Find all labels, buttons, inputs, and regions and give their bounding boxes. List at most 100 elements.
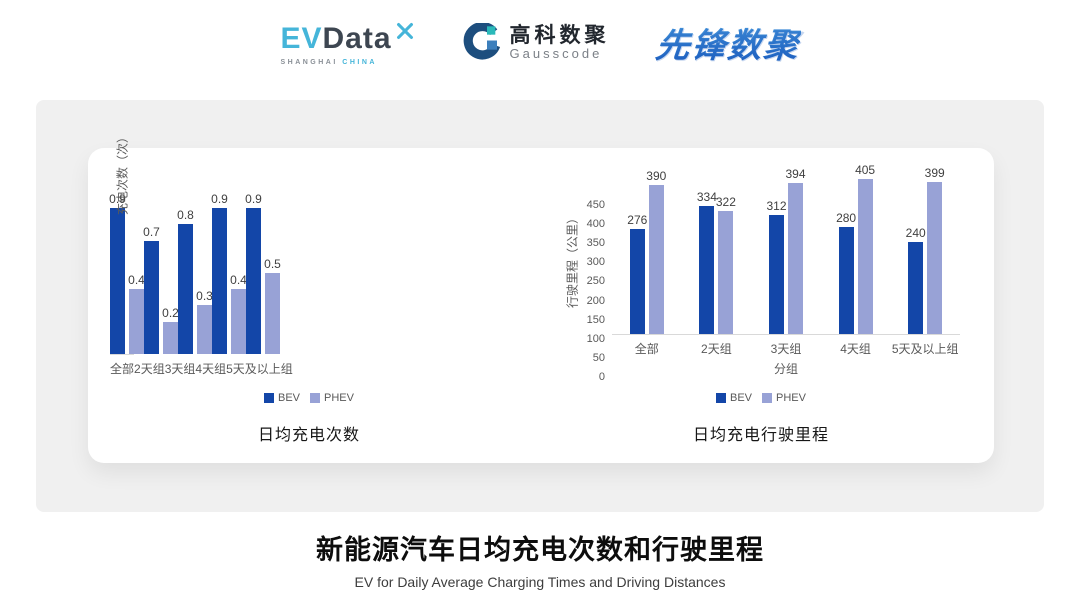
bar-column-bev: 0.8 <box>177 208 194 354</box>
category-label: 全部 <box>110 362 135 376</box>
bar-column-bev: 0.9 <box>109 192 126 354</box>
legend-swatch-icon <box>310 393 321 403</box>
y-tick-label: 300 <box>586 256 605 269</box>
evdata-china-text: CHINA <box>342 58 377 66</box>
category-label: 4天组 <box>840 342 871 356</box>
y-tick-label: 450 <box>586 199 605 211</box>
bar-phev <box>648 184 664 334</box>
bar-column-phev: 405 <box>855 163 876 334</box>
value-label: 0.3 <box>196 289 213 304</box>
bar-column-phev: 0.4 <box>128 273 145 354</box>
bar-phev <box>718 210 734 334</box>
bar-column-phev: 394 <box>785 167 806 334</box>
footer-caption: 新能源汽车日均充电次数和行驶里程 EV for Daily Average Ch… <box>0 528 1080 590</box>
value-label: 0.4 <box>128 273 145 288</box>
evdata-star-icon <box>396 22 413 39</box>
main-title: 新能源汽车日均充电次数和行驶里程 <box>316 535 764 565</box>
x-category-labels: 全部 2天组 3天组 4天组 5天及以上组 <box>110 360 293 377</box>
bar-bev <box>768 214 784 334</box>
y-axis-ticks: 0 50 100 150 200 250 300 350 400 450 <box>582 143 612 383</box>
bar-column-phev: 322 <box>715 194 736 334</box>
bar-phev <box>265 273 280 354</box>
bar-bev <box>212 208 227 354</box>
bar-bev <box>699 206 715 334</box>
bar-column-bev: 280 <box>836 210 857 334</box>
bar-column-phev: 399 <box>924 165 945 334</box>
bar-column-bev: 334 <box>697 190 717 334</box>
gausscode-logo: 高科数聚 Gausscode <box>462 22 610 63</box>
bar-bev <box>178 224 193 354</box>
bar-column-phev: 0.3 <box>196 289 213 354</box>
legend-item-bev: BEV <box>264 392 300 404</box>
gausscode-cn-text: 高科数聚 <box>509 23 610 47</box>
category-label: 5天及以上组 <box>226 362 293 376</box>
value-label: 0.7 <box>143 224 160 239</box>
bar-bev <box>144 240 159 354</box>
value-label: 0.2 <box>162 305 179 320</box>
evdata-ev-text: EV <box>280 21 323 55</box>
evdata-data-text: Data <box>322 21 392 55</box>
value-label: 322 <box>715 194 736 209</box>
category-label: 4天组 <box>195 362 227 376</box>
y-tick-label: 0 <box>598 371 605 383</box>
category-label: 2天组 <box>701 342 732 356</box>
bar-bev <box>908 242 924 334</box>
bar-column-phev: 0.4 <box>230 273 247 354</box>
value-label: 399 <box>924 165 945 180</box>
y-axis-label: 充电次数（次） <box>115 130 130 216</box>
bar-group: 0.8 0.3 <box>177 208 213 354</box>
legend-name: BEV <box>730 392 753 404</box>
bar-group: 0.9 0.5 <box>245 192 281 354</box>
category-label: 5天及以上组 <box>891 342 959 356</box>
bar-group: 0.7 0.2 <box>143 224 179 354</box>
bar-phev <box>129 289 144 354</box>
legend: BEV PHEV <box>562 392 960 404</box>
evdata-shanghai-text: SHANGHAI <box>280 58 338 66</box>
bar-column-bev: 0.7 <box>143 224 160 354</box>
bar-column-phev: 0.2 <box>162 305 179 354</box>
evdata-logo: EV Data SHANGHAI CHINA <box>280 20 415 66</box>
chart-driving-distance: 行驶里程（公里） 0 50 100 150 200 250 300 350 400 450 276… <box>562 163 960 445</box>
header-logos: EV Data SHANGHAI CHINA 高科数聚 <box>0 18 1080 67</box>
evdata-subtitle: SHANGHAI CHINA <box>280 59 415 66</box>
value-label: 390 <box>646 168 667 183</box>
bar-group: 334 322 <box>682 190 752 334</box>
value-label: 240 <box>905 226 926 241</box>
chart-plot-grid: 充电次数（次） 0.9 0.4 0.7 0.2 0.8 0.3 0.9 0.4 0.9 0.5 全… <box>109 131 508 377</box>
bar-group: 0.9 0.4 <box>211 192 247 354</box>
bar-phev <box>197 305 212 354</box>
chart-card: 充电次数（次） 0.9 0.4 0.7 0.2 0.8 0.3 0.9 0.4 0.9 0.5 全… <box>88 131 994 463</box>
bar-column-phev: 0.5 <box>264 257 281 354</box>
y-axis-label-box: 行驶里程（公里） <box>562 143 582 377</box>
value-label: 0.9 <box>245 192 262 207</box>
value-label: 280 <box>836 210 857 225</box>
y-tick-label: 150 <box>586 313 605 326</box>
category-label: 3天组 <box>770 342 802 356</box>
plot-area: 0.9 0.4 0.7 0.2 0.8 0.3 0.9 0.4 0.9 0.5 <box>109 173 281 355</box>
legend-item-phev: PHEV <box>310 392 354 404</box>
bar-column-bev: 276 <box>627 213 647 334</box>
value-label: 405 <box>855 163 876 178</box>
bar-column-bev: 0.9 <box>245 192 262 354</box>
value-label: 312 <box>766 198 787 213</box>
value-label: 0.5 <box>264 257 281 271</box>
legend-item-phev: PHEV <box>762 392 806 404</box>
y-axis-label: 行驶里程（公里） <box>565 211 580 309</box>
bar-group: 280 405 <box>821 163 891 334</box>
bar-group: 0.9 0.4 <box>109 192 145 354</box>
bar-group: 312 394 <box>751 167 821 334</box>
chart-panel: 充电次数（次） 0.9 0.4 0.7 0.2 0.8 0.3 0.9 0.4 0.9 0.5 全… <box>36 100 1044 512</box>
bar-bev <box>246 208 261 354</box>
legend-swatch-icon <box>762 393 773 403</box>
legend-name: PHEV <box>776 392 806 404</box>
chart-charging-times: 充电次数（次） 0.9 0.4 0.7 0.2 0.8 0.3 0.9 0.4 0.9 0.5 全… <box>109 131 508 445</box>
legend-name: PHEV <box>324 392 354 404</box>
bar-bev <box>629 228 645 334</box>
bar-bev <box>110 208 125 354</box>
gausscode-text: 高科数聚 Gausscode <box>509 23 610 61</box>
bar-column-bev: 0.9 <box>211 192 228 354</box>
bar-phev <box>163 321 178 354</box>
evdata-wordmark: EV Data <box>280 20 415 56</box>
bar-column-phev: 390 <box>646 168 667 334</box>
